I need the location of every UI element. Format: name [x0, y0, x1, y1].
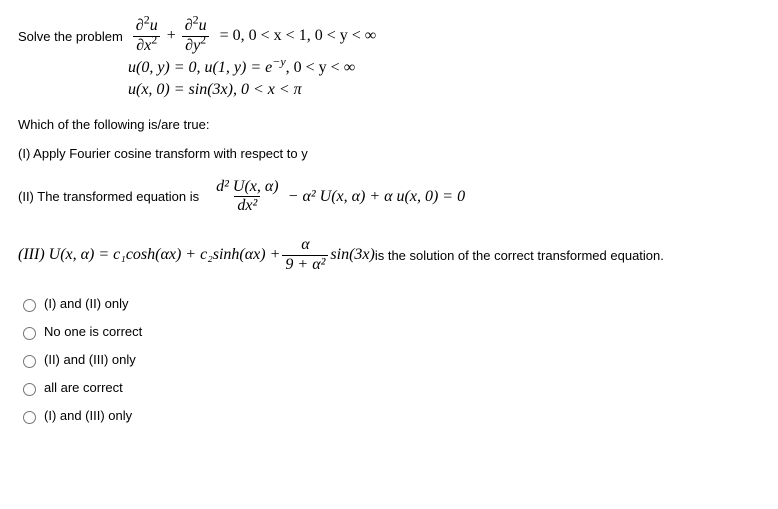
bc1-tail: , 0 < y < ∞	[286, 59, 355, 76]
s2-eq: d² U(x, α) dx² − α² U(x, α) + α u(x, 0) …	[211, 179, 465, 216]
radio-5[interactable]	[23, 411, 36, 424]
option-3[interactable]: (II) and (III) only	[18, 352, 760, 368]
s2-den: dx²	[234, 196, 260, 215]
solve-label: Solve the problem	[18, 29, 123, 44]
s3-lead: (III) U(x, α) = c₁cosh(αx) + c₂sinh(αx) …	[18, 246, 280, 264]
radio-1[interactable]	[23, 299, 36, 312]
option-1[interactable]: (I) and (II) only	[18, 296, 760, 312]
s2-num: d² U(x, α)	[213, 179, 282, 197]
pde-row: Solve the problem ∂2u ∂x2 + ∂2u ∂y2 = 0,…	[18, 18, 760, 55]
s3-den: 9 + α²	[282, 255, 328, 274]
option-4-label: all are correct	[44, 380, 123, 395]
s2-tail: − α² U(x, α) + α u(x, 0) = 0	[288, 188, 465, 205]
option-4[interactable]: all are correct	[18, 380, 760, 396]
bc2: u(x, 0) = sin(3x), 0 < x < π	[128, 81, 760, 99]
pde-equation: ∂2u ∂x2 + ∂2u ∂y2 = 0, 0 < x < 1, 0 < y …	[131, 18, 376, 55]
s3-tail-math: sin(3x)	[330, 246, 374, 264]
option-3-label: (II) and (III) only	[44, 352, 136, 367]
statement-2: (II) The transformed equation is d² U(x,…	[18, 179, 760, 216]
s3-frac: α 9 + α²	[280, 237, 330, 274]
pde-rhs: = 0, 0 < x < 1, 0 < y < ∞	[220, 27, 377, 44]
s2-label: (II) The transformed equation is	[18, 189, 199, 204]
options-group: (I) and (II) only No one is correct (II)…	[18, 296, 760, 424]
radio-4[interactable]	[23, 383, 36, 396]
option-2-label: No one is correct	[44, 324, 142, 339]
s3-num: α	[298, 237, 312, 255]
bc1: u(0, y) = 0, u(1, y) = e−y, 0 < y < ∞	[128, 59, 760, 77]
prompt-text: Which of the following is/are true:	[18, 117, 760, 132]
bc1-exp: −y	[272, 54, 285, 68]
radio-2[interactable]	[23, 327, 36, 340]
option-1-label: (I) and (II) only	[44, 296, 129, 311]
radio-3[interactable]	[23, 355, 36, 368]
option-5[interactable]: (I) and (III) only	[18, 408, 760, 424]
option-2[interactable]: No one is correct	[18, 324, 760, 340]
s3-tail-text: is the solution of the correct transform…	[375, 248, 664, 263]
statement-3: (III) U(x, α) = c₁cosh(αx) + c₂sinh(αx) …	[18, 237, 760, 274]
bc1-main: u(0, y) = 0, u(1, y) = e	[128, 59, 272, 76]
statement-1: (I) Apply Fourier cosine transform with …	[18, 146, 760, 161]
option-5-label: (I) and (III) only	[44, 408, 132, 423]
